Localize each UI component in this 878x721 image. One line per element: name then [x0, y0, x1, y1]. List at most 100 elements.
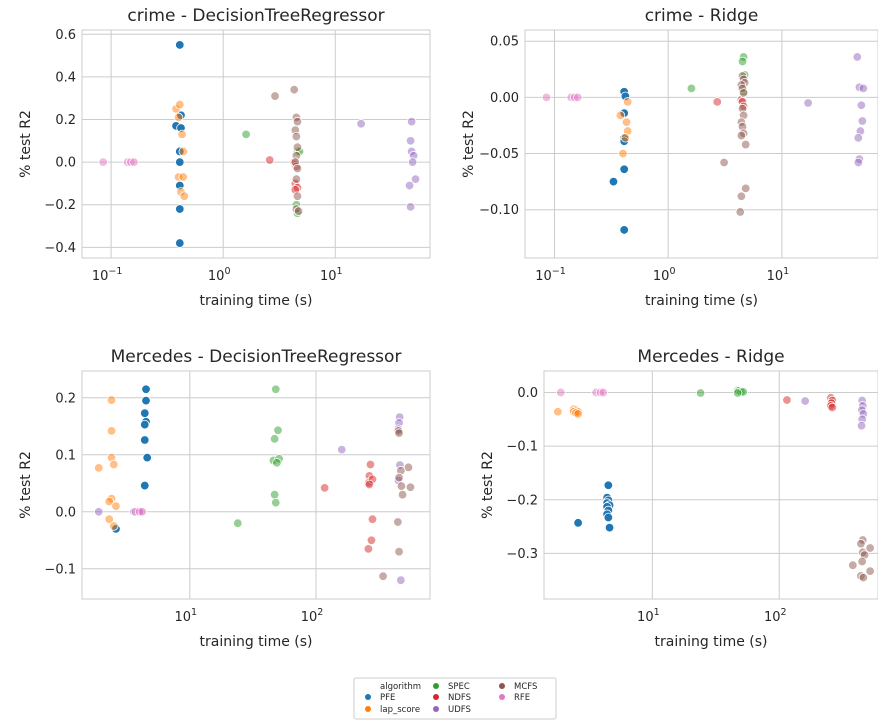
- point-mcfs: [394, 472, 404, 483]
- x-tick-label: 101: [637, 607, 660, 625]
- point-mcfs: [292, 142, 303, 152]
- x-tick-label: 101: [320, 266, 343, 284]
- point-ndfs: [364, 479, 375, 490]
- points-layer: [94, 384, 416, 585]
- y-tick-label: 0.05: [490, 35, 519, 50]
- point-ndfs: [367, 514, 378, 524]
- y-tick-label: 0.0: [517, 386, 538, 401]
- point-pfe: [141, 384, 151, 394]
- point-rfe: [129, 157, 139, 167]
- y-axis-label: % test R2: [18, 451, 34, 519]
- x-tick-label: 100: [208, 266, 231, 284]
- point-udfs: [856, 100, 867, 110]
- point-lap-score: [178, 146, 188, 157]
- x-tick-base: 10: [767, 269, 784, 284]
- x-tick-exponent: 1: [654, 607, 660, 618]
- x-tick-label: 102: [764, 607, 787, 625]
- x-tick-exponent: 2: [781, 607, 787, 618]
- points-layer: [553, 385, 875, 583]
- point-mcfs: [270, 91, 280, 101]
- point-spec: [732, 388, 743, 398]
- x-tick-label: 100: [653, 266, 676, 284]
- plot-frame: [81, 29, 431, 259]
- point-udfs: [410, 174, 421, 184]
- point-mcfs: [394, 546, 404, 557]
- point-udfs: [94, 507, 104, 517]
- x-axis-label: training time (s): [200, 293, 313, 309]
- x-tick-base: 10: [301, 610, 318, 625]
- plot-frame: [524, 29, 878, 259]
- point-ndfs: [365, 459, 376, 470]
- x-tick-label: 10−1: [535, 266, 566, 284]
- point-mcfs: [289, 84, 299, 95]
- legend-marker-mcfs: [499, 683, 505, 689]
- point-mcfs: [397, 489, 408, 500]
- x-tick-label: 102: [301, 607, 324, 625]
- legend-marker-udfs: [433, 706, 439, 712]
- point-mcfs: [865, 566, 875, 576]
- point-pfe: [175, 204, 185, 214]
- point-mcfs: [740, 183, 751, 194]
- x-axis-label: training time (s): [200, 634, 313, 650]
- point-mcfs: [293, 206, 304, 216]
- points-layer: [541, 52, 869, 235]
- point-udfs: [857, 116, 868, 126]
- x-axis-label: training time (s): [655, 634, 768, 650]
- x-tick-label: 10−1: [92, 266, 123, 284]
- x-tick-label: 101: [767, 266, 790, 284]
- y-axis-label: % test R2: [480, 451, 496, 519]
- point-lap-score: [106, 426, 117, 436]
- point-spec: [272, 458, 282, 468]
- point-pfe: [140, 419, 150, 430]
- legend-label: SPEC: [448, 682, 470, 692]
- point-lap-score: [615, 110, 626, 121]
- point-mcfs: [857, 556, 867, 567]
- point-lap-score: [553, 407, 563, 417]
- point-udfs: [853, 133, 864, 143]
- legend-label: PFE: [380, 693, 395, 703]
- point-mcfs: [292, 163, 303, 174]
- x-tick-exponent: 0: [669, 266, 675, 277]
- point-mcfs: [394, 428, 404, 438]
- y-tick-label: 0.6: [55, 28, 76, 43]
- point-spec: [695, 388, 706, 398]
- legend-marker-spec: [433, 683, 439, 689]
- point-rfe: [573, 92, 583, 103]
- point-pfe: [573, 518, 583, 528]
- legend-label: UDFS: [448, 705, 471, 715]
- x-tick-exponent: 2: [317, 607, 323, 618]
- point-udfs: [858, 83, 869, 94]
- y-tick-label: 0.1: [55, 448, 76, 463]
- point-spec: [269, 434, 280, 444]
- x-tick-exponent: 0: [224, 266, 230, 277]
- point-lap-score: [111, 501, 121, 511]
- x-tick-base: 10: [637, 610, 654, 625]
- legend-marker-pfe: [365, 694, 371, 700]
- x-tick-base: 10: [535, 269, 552, 284]
- point-rfe: [137, 507, 147, 517]
- point-spec: [686, 83, 697, 94]
- x-tick-base: 10: [92, 269, 109, 284]
- y-axis-label: % test R2: [18, 110, 34, 178]
- point-mcfs: [291, 174, 302, 184]
- point-lap-score: [178, 172, 188, 182]
- point-udfs: [405, 202, 416, 212]
- point-pfe: [603, 512, 614, 523]
- point-mcfs: [848, 560, 858, 570]
- y-tick-label: 0.2: [55, 391, 76, 406]
- y-axis-label: % test R2: [461, 110, 477, 178]
- x-tick-base: 10: [653, 269, 670, 284]
- points-layer: [98, 40, 421, 248]
- point-udfs: [396, 575, 406, 585]
- point-spec: [269, 489, 280, 500]
- point-spec: [271, 384, 281, 394]
- point-ndfs: [319, 483, 330, 493]
- legend-marker-lap-score: [365, 706, 371, 712]
- x-tick-base: 10: [764, 610, 781, 625]
- y-tick-label: 0.2: [55, 113, 76, 128]
- point-mcfs: [858, 572, 869, 583]
- point-ndfs: [265, 155, 275, 165]
